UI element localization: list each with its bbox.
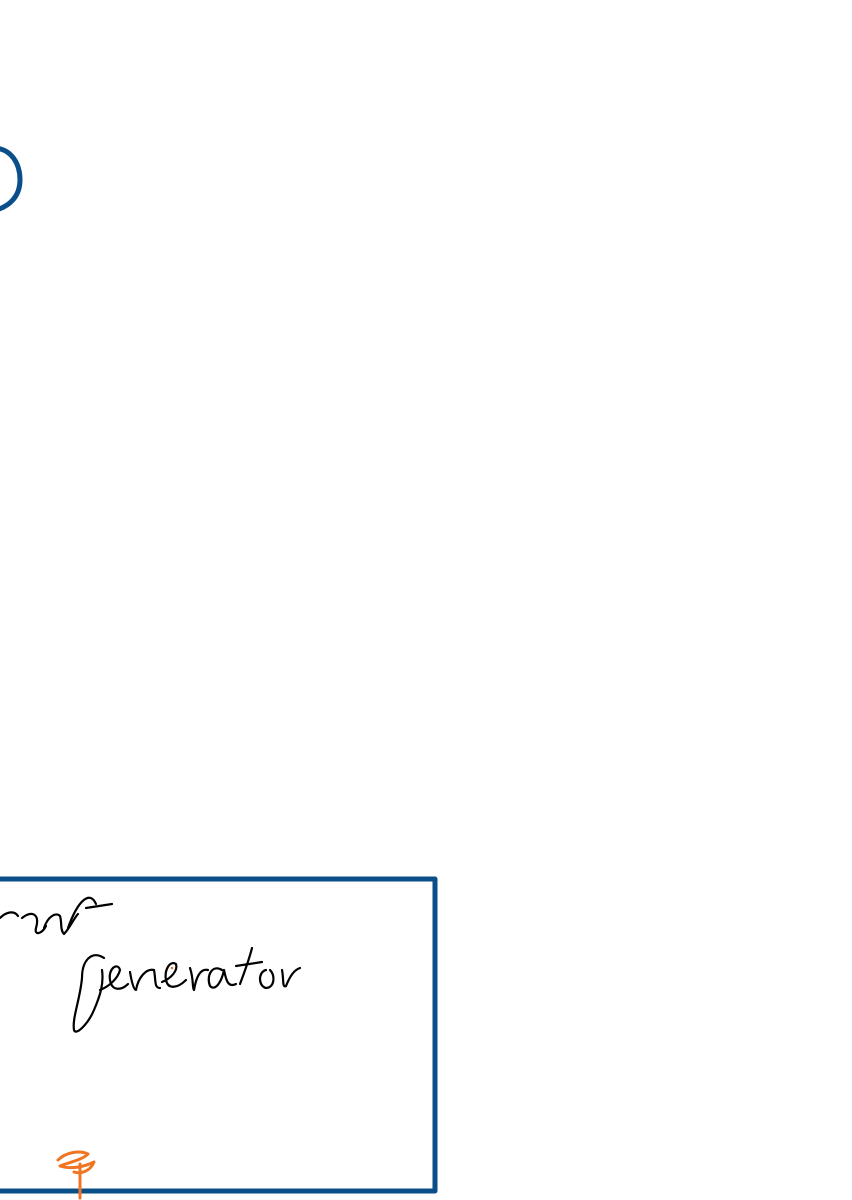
rectangle-node-partial	[0, 876, 438, 1194]
handwritten-generator	[72, 946, 302, 1033]
annotation-dot	[170, 966, 174, 970]
ellipse-node-partial	[0, 146, 23, 212]
orange-annotation-mark	[56, 1150, 96, 1200]
handwritten-fragment	[0, 896, 114, 936]
